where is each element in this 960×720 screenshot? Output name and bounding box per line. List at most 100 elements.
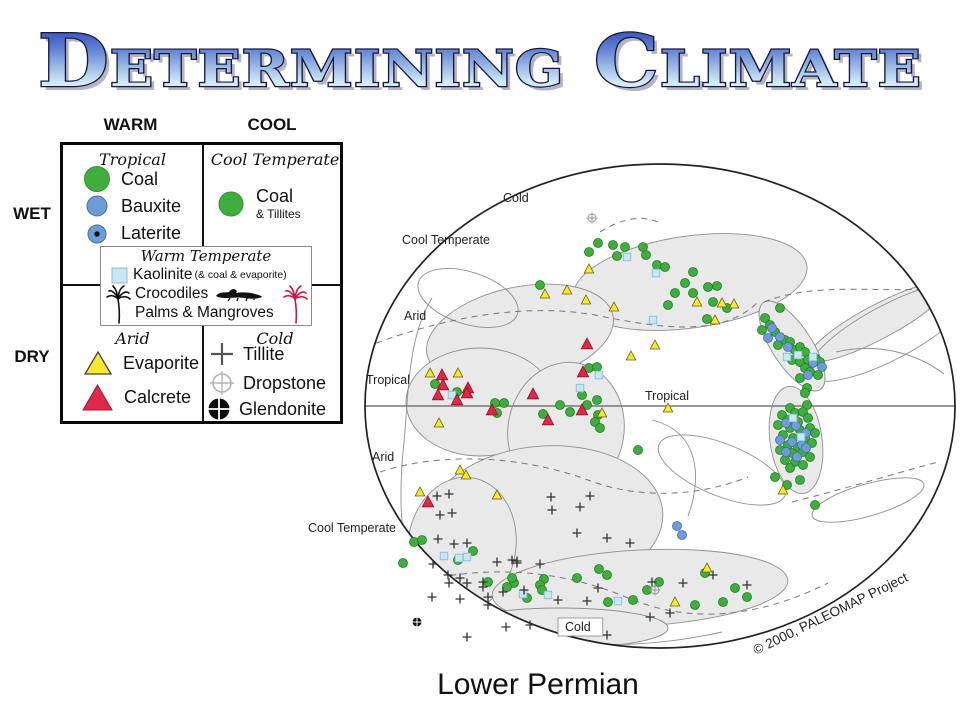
tillite-marker <box>647 577 657 587</box>
tillite-marker <box>435 510 445 520</box>
evaporite-triangle-icon <box>83 350 113 375</box>
legend-row-dry: DRY <box>14 347 50 366</box>
tillite-marker <box>462 578 472 588</box>
kaolinite-marker <box>793 350 803 360</box>
legend-item-bauxite: Bauxite <box>86 195 181 217</box>
calcrete-marker <box>575 403 589 416</box>
kaolinite-marker <box>454 553 464 563</box>
coal-marker <box>805 452 815 462</box>
coal-marker <box>718 597 728 607</box>
glendonite-circle-icon <box>208 398 230 420</box>
coal-marker <box>813 370 823 380</box>
coal-marker <box>502 582 512 592</box>
coal-marker <box>602 570 612 580</box>
calcrete-marker <box>436 378 450 391</box>
coal-marker <box>703 282 713 292</box>
legend-item-label: Glendonite <box>239 398 327 419</box>
bauxite-marker <box>763 333 773 343</box>
tillite-marker <box>449 539 459 549</box>
kaolinite-marker <box>808 352 818 362</box>
climate-zone-label: Tropical <box>366 373 410 387</box>
climate-zone-label: Cool Temperate <box>308 521 396 535</box>
coal-marker <box>603 597 613 607</box>
kaolinite-marker <box>594 370 604 380</box>
legend-column-cool: COOL <box>247 115 297 134</box>
evaporite-marker <box>716 297 728 308</box>
tillite-marker <box>547 505 557 515</box>
coal-marker <box>712 281 722 291</box>
calcrete-marker <box>580 337 594 350</box>
legend-item-evaporite: Evaporite <box>83 350 199 376</box>
tillite-marker <box>678 578 688 588</box>
evaporite-marker <box>539 288 551 299</box>
legend-item-label: Kaolinite <box>133 266 193 283</box>
climate-zone-label: Cold <box>503 191 529 205</box>
climate-zone-label: Cold <box>565 620 591 634</box>
evaporite-marker <box>424 367 436 378</box>
label-box <box>557 617 604 637</box>
tillite-marker <box>462 538 472 548</box>
climate-boundary-line <box>379 458 749 494</box>
coal-marker <box>641 250 651 260</box>
tillite-marker <box>585 491 595 501</box>
legend-item-kaolinite: Kaolinite (& coal & evaporite) <box>111 266 287 284</box>
evaporite-marker <box>701 562 713 573</box>
coal-marker <box>782 480 792 490</box>
coal-marker <box>663 300 673 310</box>
zone-title-arid: Arid <box>115 329 150 348</box>
tillite-marker <box>512 556 522 566</box>
legend-item-sublabel: (& coal & evaporite) <box>194 269 287 281</box>
coal-marker <box>612 251 622 261</box>
tillite-marker <box>572 528 582 538</box>
legend-item-laterite: Laterite <box>87 223 181 244</box>
zone-title-tropical: Tropical <box>99 150 166 169</box>
coastline <box>651 419 697 517</box>
coal-marker <box>398 558 408 568</box>
coal-marker <box>594 564 604 574</box>
climate-zone-label: Arid <box>372 450 394 464</box>
coal-marker <box>584 247 594 257</box>
coal-marker <box>795 475 805 485</box>
coal-marker <box>690 600 700 610</box>
evaporite-marker <box>728 298 740 309</box>
evaporite-marker <box>460 469 472 480</box>
evaporite-marker <box>662 402 674 413</box>
coal-marker <box>417 535 427 545</box>
coal-marker <box>572 573 582 583</box>
page-title-shadow: Determining Climate <box>42 22 926 107</box>
legend-row-wet: WET <box>13 204 51 223</box>
tillite-marker <box>483 600 493 610</box>
continent-outline <box>417 268 519 328</box>
calcrete-marker <box>526 387 540 400</box>
bauxite-marker <box>781 418 791 428</box>
coal-marker <box>593 238 603 248</box>
kaolinite-marker <box>439 551 449 561</box>
warm-temperate-box: Warm Temperate Kaolinite (& coal & evapo… <box>100 246 312 326</box>
evaporite-marker <box>454 464 466 475</box>
tillite-marker <box>492 557 502 567</box>
coal-circle-icon <box>84 166 110 192</box>
coastline <box>835 347 945 375</box>
coal-marker <box>773 340 783 350</box>
bauxite-marker <box>677 530 687 540</box>
map-caption: Lower Permian <box>437 668 639 701</box>
evaporite-marker <box>452 367 464 378</box>
continent-outline <box>657 434 787 506</box>
tillite-marker <box>593 583 603 593</box>
tillite-marker <box>444 578 454 588</box>
climate-zone-label: Tropical <box>645 389 689 403</box>
coal-marker <box>430 379 440 389</box>
coal-marker <box>592 362 602 372</box>
evaporite-marker <box>608 301 620 312</box>
tillite-marker <box>665 608 675 618</box>
bauxite-marker <box>775 435 785 445</box>
tillite-marker <box>427 592 437 602</box>
tillite-marker <box>501 622 511 632</box>
tillite-marker <box>525 620 535 630</box>
coal-marker <box>409 537 419 547</box>
coal-marker <box>507 573 517 583</box>
climate-zone-label: Cool Temperate <box>402 233 490 247</box>
kaolinite-marker <box>648 315 658 325</box>
coal-marker <box>770 472 780 482</box>
